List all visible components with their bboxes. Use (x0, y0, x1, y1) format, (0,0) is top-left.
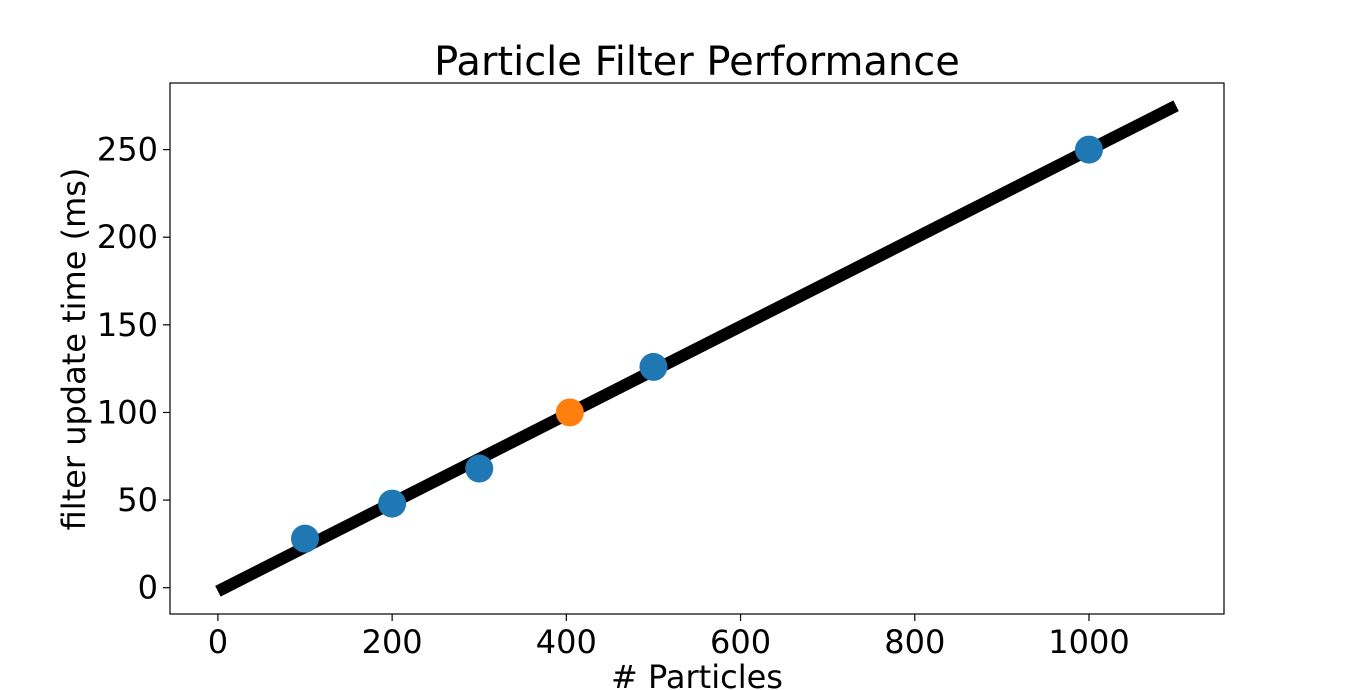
x-tick-label: 400 (536, 623, 597, 661)
chart-title: Particle Filter Performance (434, 39, 960, 85)
y-axis-label: filter update time (ms) (55, 168, 93, 531)
y-tick-label: 50 (117, 481, 158, 519)
x-tick-label: 200 (362, 623, 423, 661)
x-tick-label: 0 (208, 623, 228, 661)
fit-line (215, 100, 1179, 597)
x-tick-label: 800 (884, 623, 945, 661)
axis-ticks: 0 200 400 600 800 1000 0 50 100 150 200 250 (97, 131, 1130, 661)
y-tick-label: 150 (97, 306, 158, 344)
data-point (378, 489, 407, 518)
plot-area (215, 100, 1179, 597)
plot-frame (169, 82, 1225, 615)
data-point (1074, 135, 1103, 164)
data-point (639, 352, 668, 381)
x-axis-label: # Particles (611, 658, 783, 690)
y-tick-label: 250 (97, 131, 158, 169)
x-tick-label: 600 (710, 623, 771, 661)
data-point (291, 524, 320, 553)
x-tick-label: 1000 (1048, 623, 1129, 661)
y-tick-label: 0 (138, 569, 158, 607)
data-point (555, 398, 584, 427)
y-tick-label: 100 (97, 393, 158, 431)
data-point (465, 454, 494, 483)
y-tick-label: 200 (97, 218, 158, 256)
